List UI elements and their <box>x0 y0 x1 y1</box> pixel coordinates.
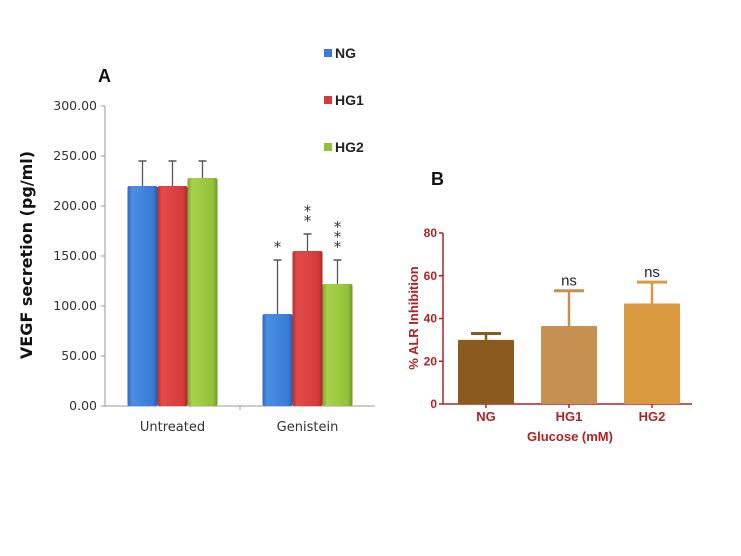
panel-a-y-tick-label: 250.00 <box>53 148 97 163</box>
panel-a-bar-hg1-genistein <box>292 251 323 406</box>
panel-a-legend-label-hg1: HG1 <box>335 92 364 108</box>
panel-b-y-tick-label: 80 <box>424 226 438 240</box>
panel-b-bar-hg1 <box>541 325 597 404</box>
panel-a-significance-mark: * <box>274 238 282 256</box>
panel-a-y-tick-label: 50.00 <box>61 348 97 363</box>
panel-a-bar-hg2-genistein <box>322 284 353 406</box>
panel-a-bar-ng-untreated <box>127 186 158 406</box>
panel-b-y-axis-title: % ALR Inhibition <box>406 266 421 370</box>
panel-a-axes: 0.00 50.00 100.00 150.00 200.00 250.00 300.00 U… <box>53 98 375 435</box>
panel-b-y-tick-label: 0 <box>430 397 437 411</box>
panel-a-y-tick-label: 100.00 <box>53 298 97 313</box>
panel-a-legend: NG HG1 HG2 <box>324 45 364 155</box>
panel-b-bar-ng <box>458 339 514 404</box>
panel-a-bar-hg1-untreated <box>157 186 188 406</box>
panel-b-bars: ns ns <box>458 264 680 404</box>
panel-b-significance-label: ns <box>561 273 577 290</box>
panel-a-x-tick-label: Genistein <box>277 420 339 435</box>
panel-b-label: B <box>431 169 444 189</box>
panel-a-y-tick-label: 200.00 <box>53 198 97 213</box>
panel-a-legend-label-ng: NG <box>335 45 356 61</box>
panel-a-bar-ng-genistein <box>262 314 293 406</box>
panel-b-y-tick-label: 40 <box>424 312 438 326</box>
panel-a-bars: *** *** <box>127 160 353 406</box>
panel-a-significance-mark: * <box>334 228 342 246</box>
panel-b-x-tick-label: HG1 <box>556 409 583 424</box>
panel-b-x-tick-label: HG2 <box>639 409 666 424</box>
panel-a-label: A <box>98 66 111 86</box>
panel-a-legend-swatch-ng <box>324 49 332 57</box>
panel-a-y-tick-label: 0.00 <box>69 398 97 413</box>
panel-a-significance-mark: * <box>304 202 312 220</box>
panel-a-significance-mark: * <box>304 212 312 230</box>
panel-b-y-tick-label: 60 <box>424 269 438 283</box>
panel-a-significance-mark: * <box>334 238 342 256</box>
panel-a-bar-hg2-untreated <box>187 178 218 406</box>
panel-b-x-tick-label: NG <box>476 409 496 424</box>
panel-a-x-tick-label: Untreated <box>140 420 205 435</box>
panel-b-significance-label: ns <box>644 264 660 281</box>
panel-a-y-axis-title: VEGF secretion (pg/ml) <box>17 151 36 359</box>
panel-a-y-tick-label: 300.00 <box>53 98 97 113</box>
panel-a-legend-swatch-hg1 <box>324 96 332 104</box>
panel-a-legend-label-hg2: HG2 <box>335 139 364 155</box>
panel-a-legend-swatch-hg2 <box>324 143 332 151</box>
panel-b-bar-hg2 <box>624 303 680 404</box>
panel-a-y-tick-label: 150.00 <box>53 248 97 263</box>
panel-b-y-tick-label: 20 <box>424 354 438 368</box>
panel-b-x-axis-title: Glucose (mM) <box>527 429 613 444</box>
panel-a-significance-mark: * <box>334 218 342 236</box>
